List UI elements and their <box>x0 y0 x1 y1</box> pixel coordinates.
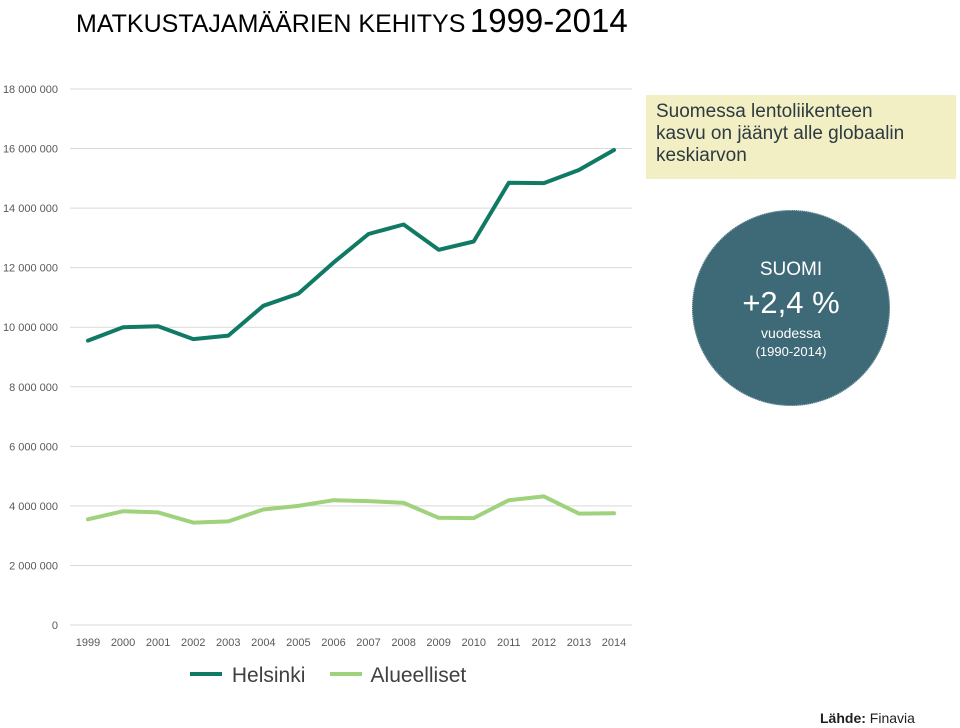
y-tick-label: 18 000 000 <box>3 84 58 96</box>
circle-value: +2,4 % <box>742 285 840 320</box>
source-label: Lähde: <box>820 710 866 726</box>
circle-per: vuodessa <box>761 325 821 341</box>
x-tick-label: 2007 <box>356 637 380 649</box>
legend-label: Helsinki <box>231 664 306 687</box>
x-tick-label: 2013 <box>567 637 591 649</box>
y-tick-label: 14 000 000 <box>3 203 58 215</box>
legend-label: Alueelliset <box>370 664 467 687</box>
source-name: Finavia <box>869 710 915 726</box>
y-tick-label: 16 000 000 <box>3 144 58 156</box>
chart-title: MATKUSTAJAMÄÄRIEN KEHITYS 1999-2014 <box>76 2 628 40</box>
y-tick-label: 2 000 000 <box>9 560 58 572</box>
y-tick-label: 12 000 000 <box>3 263 58 275</box>
x-tick-label: 2004 <box>251 637 275 649</box>
x-tick-label: 1999 <box>76 637 100 649</box>
y-tick-label: 10 000 000 <box>3 322 58 334</box>
x-tick-label: 2006 <box>321 637 345 649</box>
x-tick-label: 2005 <box>286 637 310 649</box>
chart-legend: Helsinki Alueelliset <box>190 664 486 688</box>
y-tick-label: 0 <box>52 620 58 632</box>
x-tick-label: 2011 <box>497 637 521 649</box>
line-chart: 0 2 000 000 4 000 000 6 000 000 8 000 000 10 … <box>3 84 632 649</box>
x-tick-label: 2012 <box>532 637 556 649</box>
x-tick-label: 2001 <box>146 637 170 649</box>
legend-swatch-alueelliset <box>329 672 362 677</box>
source-credit: Lähde: Finavia <box>820 710 915 726</box>
x-tick-label: 2008 <box>391 637 415 649</box>
legend-item-alueelliset: Alueelliset <box>329 664 467 688</box>
legend-swatch-helsinki <box>190 672 222 677</box>
legend-item-helsinki: Helsinki <box>190 664 305 688</box>
circle-period: (1990-2014) <box>755 344 827 359</box>
y-tick-label: 6 000 000 <box>9 441 58 453</box>
x-tick-label: 2009 <box>426 637 450 649</box>
note-line: kasvu on jäänyt alle globaalin <box>656 123 905 144</box>
x-tick-label: 2010 <box>461 637 485 649</box>
note-line: Suomessa lentoliikenteen <box>656 101 873 122</box>
note-box: Suomessa lentoliikenteen kasvu on jäänyt… <box>646 95 956 179</box>
chart-title-years: 1999-2014 <box>469 2 628 39</box>
series-line-helsinki <box>86 148 616 343</box>
y-tick-label: 8 000 000 <box>9 382 58 394</box>
y-tick-label: 4 000 000 <box>9 501 58 513</box>
x-tick-label: 2000 <box>111 637 135 649</box>
circle-country: SUOMI <box>759 259 823 280</box>
x-tick-label: 2002 <box>181 637 205 649</box>
note-line: keskiarvon <box>656 145 747 166</box>
x-tick-label: 2014 <box>602 637 626 649</box>
x-tick-label: 2003 <box>216 637 240 649</box>
chart-title-text: MATKUSTAJAMÄÄRIEN KEHITYS <box>76 10 466 38</box>
growth-circle: SUOMI +2,4 % vuodessa (1990-2014) <box>692 210 890 406</box>
series-line-alueelliset <box>86 494 616 525</box>
